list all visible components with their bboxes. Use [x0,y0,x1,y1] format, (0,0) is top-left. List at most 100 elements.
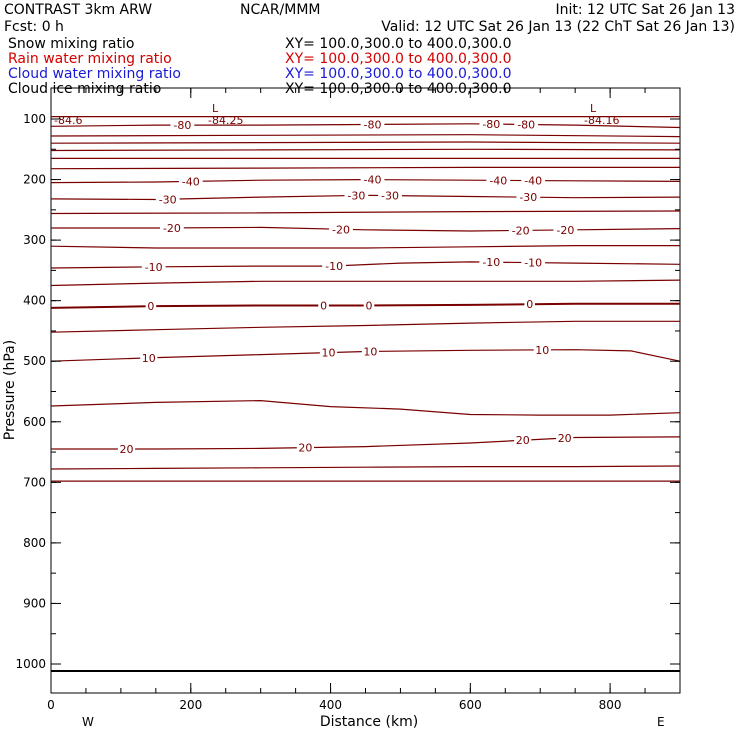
contour-label-bg [361,345,379,358]
y-tick-label: 600 [23,415,46,429]
contour-label: 10 [322,347,336,360]
contour-label: -20 [556,224,574,237]
contour-label: 20 [298,442,312,455]
contour-label: 0 [526,298,533,311]
forecast-hour: Fcst: 0 h [4,19,64,35]
contour-label: 0 [320,300,327,313]
contour-line [50,261,681,269]
contour-label: 0 [366,300,373,313]
contour-label-bg [329,223,353,236]
contour-label: 10 [142,352,156,365]
contour-line [50,320,680,333]
contour-label-bg [486,174,511,187]
contour-label-bg [145,300,157,313]
contour-label-bg [296,441,314,454]
contour-labels: -80 -80 -80 -80 -40 -40 -40 -40 -30 -30 -30 -30 -20 -… [117,118,578,456]
contour-label: -40 [364,174,382,187]
contour-label: -10 [325,260,343,273]
contour-label-bg [556,432,574,445]
contour-label: -20 [332,223,350,236]
contour-label-bg [140,351,158,364]
contour-label: -10 [482,256,500,269]
x-end-label-west: W [82,715,94,729]
contour-label-bg [141,260,166,273]
legend: Snow mixing ratio XY= 100.0,300.0 to 400… [8,36,512,97]
contour-label-bg [155,193,180,206]
legend-xy-rain: XY= 100.0,300.0 to 400.0,300.0 [285,51,512,67]
contour-label: -30 [381,190,399,203]
contour-label-bg [479,118,504,131]
contour-label-bg [533,343,551,356]
low-markers: -84.6 L -84.25 L -84.16 [54,102,619,127]
legend-label-cloud-ice: Cloud ice mixing ratio [8,81,161,97]
legend-xy-snow: XY= 100.0,300.0 to 400.0,300.0 [285,36,512,52]
contour-label: 20 [516,434,530,447]
left-title: CONTRAST 3km ARW [4,2,152,18]
valid-time: Valid: 12 UTC Sat 26 Jan 13 (22 ChT Sat … [381,19,735,35]
legend-label-snow: Snow mixing ratio [8,36,134,52]
x-axis-title: Distance (km) [320,714,418,730]
contour-label-bg [378,189,402,202]
contour-label: -30 [519,191,537,204]
contour-line [50,465,681,470]
x-tick-label: 800 [599,698,622,712]
contour-label: 20 [558,432,572,445]
contour-line [50,245,680,249]
legend-xy-cloud-water: XY= 100.0,300.0 to 400.0,300.0 [285,66,512,82]
contour-label-bg [508,224,533,237]
contour-line [50,134,681,138]
x-tick-label: 600 [459,698,482,712]
legend-label-cloud-water: Cloud water mixing ratio [8,66,181,82]
contour-label-bg [178,175,203,188]
y-tick-label: 300 [23,233,46,247]
y-tick-label: 900 [23,596,46,610]
y-tick-label: 400 [23,294,46,308]
contour-label: 10 [535,344,549,357]
low-mark-2: L [212,102,219,115]
contour-line [50,166,680,170]
y-axis-title: Pressure (hPa) [2,340,18,440]
contour-label-bg [360,118,385,131]
contour-label: -20 [512,224,530,237]
contour-label-bg [160,221,184,234]
y-tick-label: 500 [23,354,46,368]
contour-label: 10 [363,346,377,359]
contour-label-bg [117,443,136,455]
contour-line [50,210,681,215]
y-tick-label: 200 [23,173,46,187]
contour-label-bg [524,298,535,311]
contour-label-bg [514,118,539,131]
low-mark-3: L [590,102,597,115]
contour-label: -40 [489,174,507,187]
contour-label: -80 [482,118,500,131]
contour-label-bg [363,299,375,312]
contour-label: -10 [524,257,542,270]
contour-line [50,148,681,152]
contour-label-bg [553,223,578,236]
low-value-3: -84.16 [584,114,619,127]
contour-label: -80 [364,118,382,131]
contour-label: 20 [120,443,134,456]
contour-label-bg [318,299,329,312]
y-tick-label: 100 [23,112,46,126]
contour-label-bg [322,260,346,272]
contour-label-bg [344,189,369,202]
contour-label-bg [521,174,546,187]
legend-label-rain: Rain water mixing ratio [8,51,172,67]
contour-label: -40 [524,175,542,188]
low-value-2: -84.25 [208,114,243,127]
contour-label-bg [516,191,541,204]
contour-line [50,399,681,416]
init-time: Init: 12 UTC Sat 26 Jan 13 [555,2,735,18]
y-tick-label: 800 [23,536,46,550]
contour-label-bg [521,256,546,269]
y-tick-label: 1000 [15,657,46,671]
x-tick-label: 400 [319,698,342,712]
contour-label: -40 [182,175,200,188]
contour-line [50,349,681,362]
x-axis: 0 200 400 600 800 [47,88,646,712]
contour-label-bg [360,173,385,186]
contour-label: 0 [147,300,154,313]
